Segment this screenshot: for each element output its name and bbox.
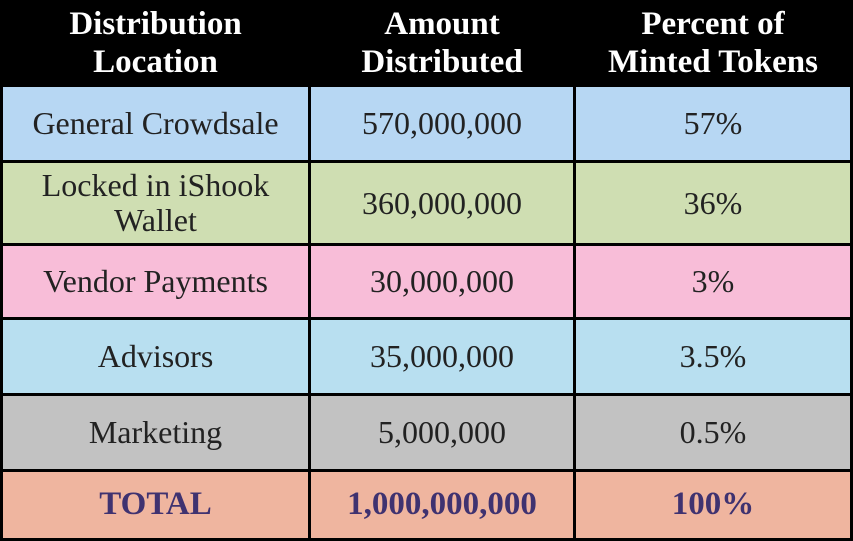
location-cell: Marketing xyxy=(3,396,308,469)
header-line: Percent of xyxy=(641,5,785,42)
location-cell: General Crowdsale xyxy=(3,87,308,160)
percent-cell: 57% xyxy=(576,87,850,160)
total-percent-cell: 100% xyxy=(576,472,850,538)
header-line: Location xyxy=(93,43,218,80)
location-cell: Advisors xyxy=(3,320,308,393)
location-cell: Locked in iShook Wallet xyxy=(3,163,308,243)
header-percent-minted: Percent of Minted Tokens xyxy=(576,3,850,84)
header-text: Amount Distributed xyxy=(361,6,522,82)
total-label-cell: TOTAL xyxy=(3,472,308,538)
header-line: Distributed xyxy=(361,43,523,80)
location-text: Marketing xyxy=(88,414,223,451)
amount-cell: 30,000,000 xyxy=(311,246,573,317)
location-text: Vendor Payments xyxy=(43,263,268,300)
header-text: Distribution Location xyxy=(69,6,241,82)
location-line: Wallet xyxy=(114,202,197,238)
header-line: Distribution xyxy=(69,5,242,42)
header-amount-distributed: Amount Distributed xyxy=(311,3,573,84)
location-text: General Crowdsale xyxy=(32,105,279,142)
amount-cell: 570,000,000 xyxy=(311,87,573,160)
percent-cell: 36% xyxy=(576,163,850,243)
percent-cell: 0.5% xyxy=(576,396,850,469)
percent-cell: 3.5% xyxy=(576,320,850,393)
location-line: Locked in iShook xyxy=(41,167,270,204)
header-line: Amount xyxy=(384,5,500,42)
location-cell: Vendor Payments xyxy=(3,246,308,317)
amount-cell: 360,000,000 xyxy=(311,163,573,243)
amount-cell: 35,000,000 xyxy=(311,320,573,393)
header-line: Minted Tokens xyxy=(608,43,818,80)
amount-cell: 5,000,000 xyxy=(311,396,573,469)
header-distribution-location: Distribution Location xyxy=(3,3,308,84)
total-amount-cell: 1,000,000,000 xyxy=(311,472,573,538)
location-text: Locked in iShook Wallet xyxy=(42,168,270,237)
header-text: Percent of Minted Tokens xyxy=(608,6,818,82)
location-text: Advisors xyxy=(97,338,214,375)
percent-cell: 3% xyxy=(576,246,850,317)
